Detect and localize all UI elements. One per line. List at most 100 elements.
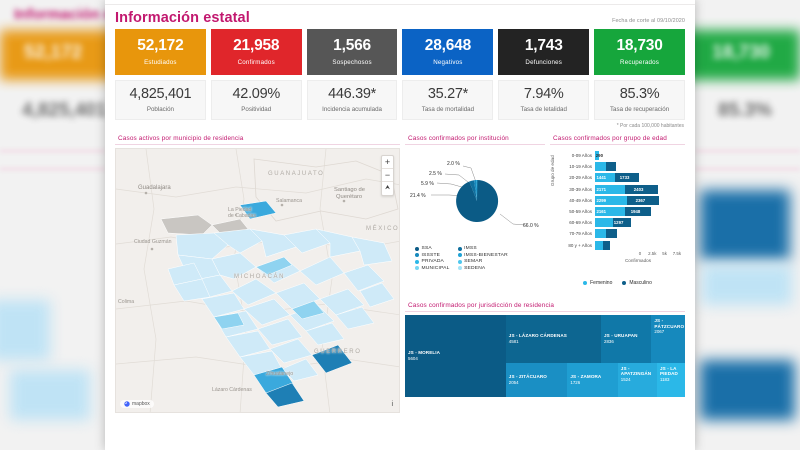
bar-masculino[interactable] [606, 162, 617, 172]
legend-item-imss[interactable]: IMSS [457, 246, 508, 251]
pie-label-imss-bienestar: 2.5 % [429, 171, 442, 177]
section-divider [405, 144, 545, 145]
age-row[interactable]: 20-29 Años 1441 1733 [559, 172, 683, 183]
map-attribution[interactable]: mapbox [120, 400, 154, 408]
kpi-card-defunciones[interactable]: 1,743 Defunciones [498, 29, 590, 75]
treemap-cell-value: 4581 [508, 338, 519, 344]
treemap-cell-value: 2054 [508, 379, 519, 385]
treemap-cell-zitacuaro[interactable]: JS - ZITÁCUARO 2054 [505, 362, 568, 397]
legend-swatch [583, 281, 588, 285]
jurisdiction-treemap[interactable]: JS - MORELIA 5604 JS - LÁZARO CÁRDENAS 4… [405, 315, 685, 397]
legend-label: Masculino [629, 280, 652, 286]
kpi-card-recuperados[interactable]: 18,730 Recuperados [594, 29, 685, 75]
stat-card-tasa-recuperacion: 85.3% Tasa de recuperación [594, 80, 685, 120]
age-category-label: 80 y + Años [568, 242, 592, 248]
kpi-card-sospechosos[interactable]: 1,566 Sospechosos [306, 29, 398, 75]
age-axis-label-y: Grupo de edad [550, 155, 555, 186]
legend-label: IMSS-BIENESTAR [464, 252, 508, 258]
age-section-title: Casos confirmados por grupo de edad [553, 135, 667, 142]
cutoff-date-note: Fecha de corte al 09/10/2020 [612, 18, 685, 24]
legend-swatch [415, 246, 419, 251]
bar-femenino[interactable]: 2171 [595, 184, 625, 194]
map-label-mexico: MÉXICO [366, 226, 400, 232]
bar-masculino[interactable] [602, 240, 610, 250]
active-cases-map[interactable]: GUANAJUATO Guadalajara Santiago de Queré… [115, 148, 400, 413]
stat-value: 7.94% [523, 85, 564, 102]
legend-item-sedena[interactable]: SEDENA [457, 266, 508, 271]
bar-masculino[interactable]: 1948 [624, 206, 652, 216]
pie-label-issste: 5.9 % [421, 181, 434, 187]
bar-femenino[interactable]: 1441 [595, 173, 615, 183]
section-divider [405, 311, 685, 312]
legend-item-privada[interactable]: PRIVADA [415, 259, 450, 264]
legend-swatch [622, 281, 627, 285]
treemap-cell-patzcuaro[interactable]: JS - PÁTZCUARO 2067 [651, 315, 685, 363]
age-row[interactable]: 40-49 Años 2299 2367 [559, 195, 683, 206]
stat-value: 446.39* [328, 85, 377, 102]
treemap-cell-value: 5604 [408, 355, 418, 361]
zoom-in-icon[interactable]: + [382, 156, 393, 169]
age-row[interactable]: 80 y + Años [559, 240, 683, 251]
bar-value: 2171 [596, 186, 607, 192]
treemap-cell-morelia[interactable]: JS - MORELIA 5604 [405, 315, 506, 397]
legend-item-imss-bienestar[interactable]: IMSS-BIENESTAR [457, 252, 508, 258]
panel-top-divider [105, 0, 695, 5]
bar-femenino[interactable] [595, 218, 613, 228]
age-row[interactable]: 30-39 Años 2171 2403 [559, 184, 683, 195]
legend-swatch [415, 266, 419, 270]
legend-item-ssa[interactable]: SSA [415, 246, 450, 251]
age-row[interactable]: 70-79 Años [559, 228, 683, 239]
zoom-out-icon[interactable]: − [382, 169, 393, 182]
map-zoom-controls[interactable]: + − ⮝ [381, 155, 394, 196]
x-tick-label: 7.5k [672, 251, 682, 256]
age-row[interactable]: 0-09 Años 290 [559, 150, 683, 161]
legend-item-municipal[interactable]: MUNICIPAL [415, 266, 450, 271]
kpi-card-estudiados[interactable]: 52,172 Estudiados [115, 29, 206, 75]
bar-masculino[interactable]: 2367 [626, 195, 660, 205]
pie-label-ssa: 66.0 % [523, 223, 539, 229]
legend-swatch [415, 259, 419, 264]
kpi-label: Recuperados [620, 58, 660, 66]
bar-femenino[interactable]: 2299 [595, 195, 627, 205]
kpi-card-confirmados[interactable]: 21,958 Confirmados [210, 29, 302, 75]
age-row[interactable]: 50-59 Años 2161 1948 [559, 206, 683, 217]
age-chart-section: Casos confirmados por grupo de edad Grup… [550, 135, 685, 295]
legend-item-femenino[interactable]: Femenino [583, 280, 612, 286]
bar-value: 1297 [613, 220, 624, 226]
institution-pie-chart[interactable]: 2.0 % 2.5 % 5.9 % 21.4 % 66.0 % [405, 148, 545, 244]
bar-femenino[interactable] [595, 229, 606, 239]
compass-icon[interactable]: ⮝ [384, 185, 391, 191]
map-info-icon[interactable]: i [391, 401, 393, 408]
age-bar-track [595, 161, 683, 172]
bar-femenino[interactable] [595, 240, 603, 250]
bar-femenino[interactable]: 2161 [595, 206, 625, 216]
bar-masculino[interactable]: 2403 [624, 184, 658, 194]
treemap-cell-lazaro-cardenas[interactable]: JS - LÁZARO CÁRDENAS 4581 [505, 315, 601, 363]
legend-item-semar[interactable]: SEMAR [457, 259, 508, 264]
stat-value: 85.3% [619, 85, 660, 102]
treemap-cell-name: JS - ZAMORA [570, 373, 602, 379]
kpi-card-negativos[interactable]: 28,648 Negativos [402, 29, 494, 75]
treemap-cell-zamora[interactable]: JS - ZAMORA 1726 [567, 362, 618, 397]
map-label-guerrero: GUERRERO [314, 349, 362, 355]
treemap-cell-la-piedad[interactable]: JS - LA PIEDAD 1183 [657, 362, 685, 397]
age-row[interactable]: 10-19 Años [559, 161, 683, 172]
pie-svg: 2.0 % 2.5 % 5.9 % 21.4 % 66.0 % [410, 161, 539, 229]
kpi-label: Negativos [433, 58, 463, 66]
institution-section-title: Casos confirmados por institución [408, 135, 509, 142]
gender-legend: Femenino Masculino [550, 280, 685, 286]
treemap-cell-uruapan[interactable]: JS - URUAPAN 2836 [601, 315, 652, 363]
bar-femenino[interactable]: 290 [595, 151, 603, 160]
bar-masculino[interactable]: 1297 [612, 218, 631, 228]
treemap-cell-apatzingan[interactable]: JS - APATZINGÁN 1524 [617, 362, 657, 397]
bar-femenino[interactable] [595, 162, 607, 172]
age-row[interactable]: 60-69 Años 1297 [559, 217, 683, 228]
age-group-bar-chart[interactable]: Grupo de edad 0-09 Años 290 10-19 Años [550, 148, 685, 276]
legend-item-issste[interactable]: ISSSTE [415, 253, 450, 258]
stat-card-positividad: 42.09% Positividad [210, 80, 302, 120]
legend-item-masculino[interactable]: Masculino [622, 280, 652, 286]
bar-masculino[interactable]: 1733 [614, 173, 639, 183]
legend-swatch [457, 253, 462, 257]
stat-label: Incidencia acumulada [322, 106, 382, 114]
bar-masculino[interactable] [605, 229, 618, 239]
